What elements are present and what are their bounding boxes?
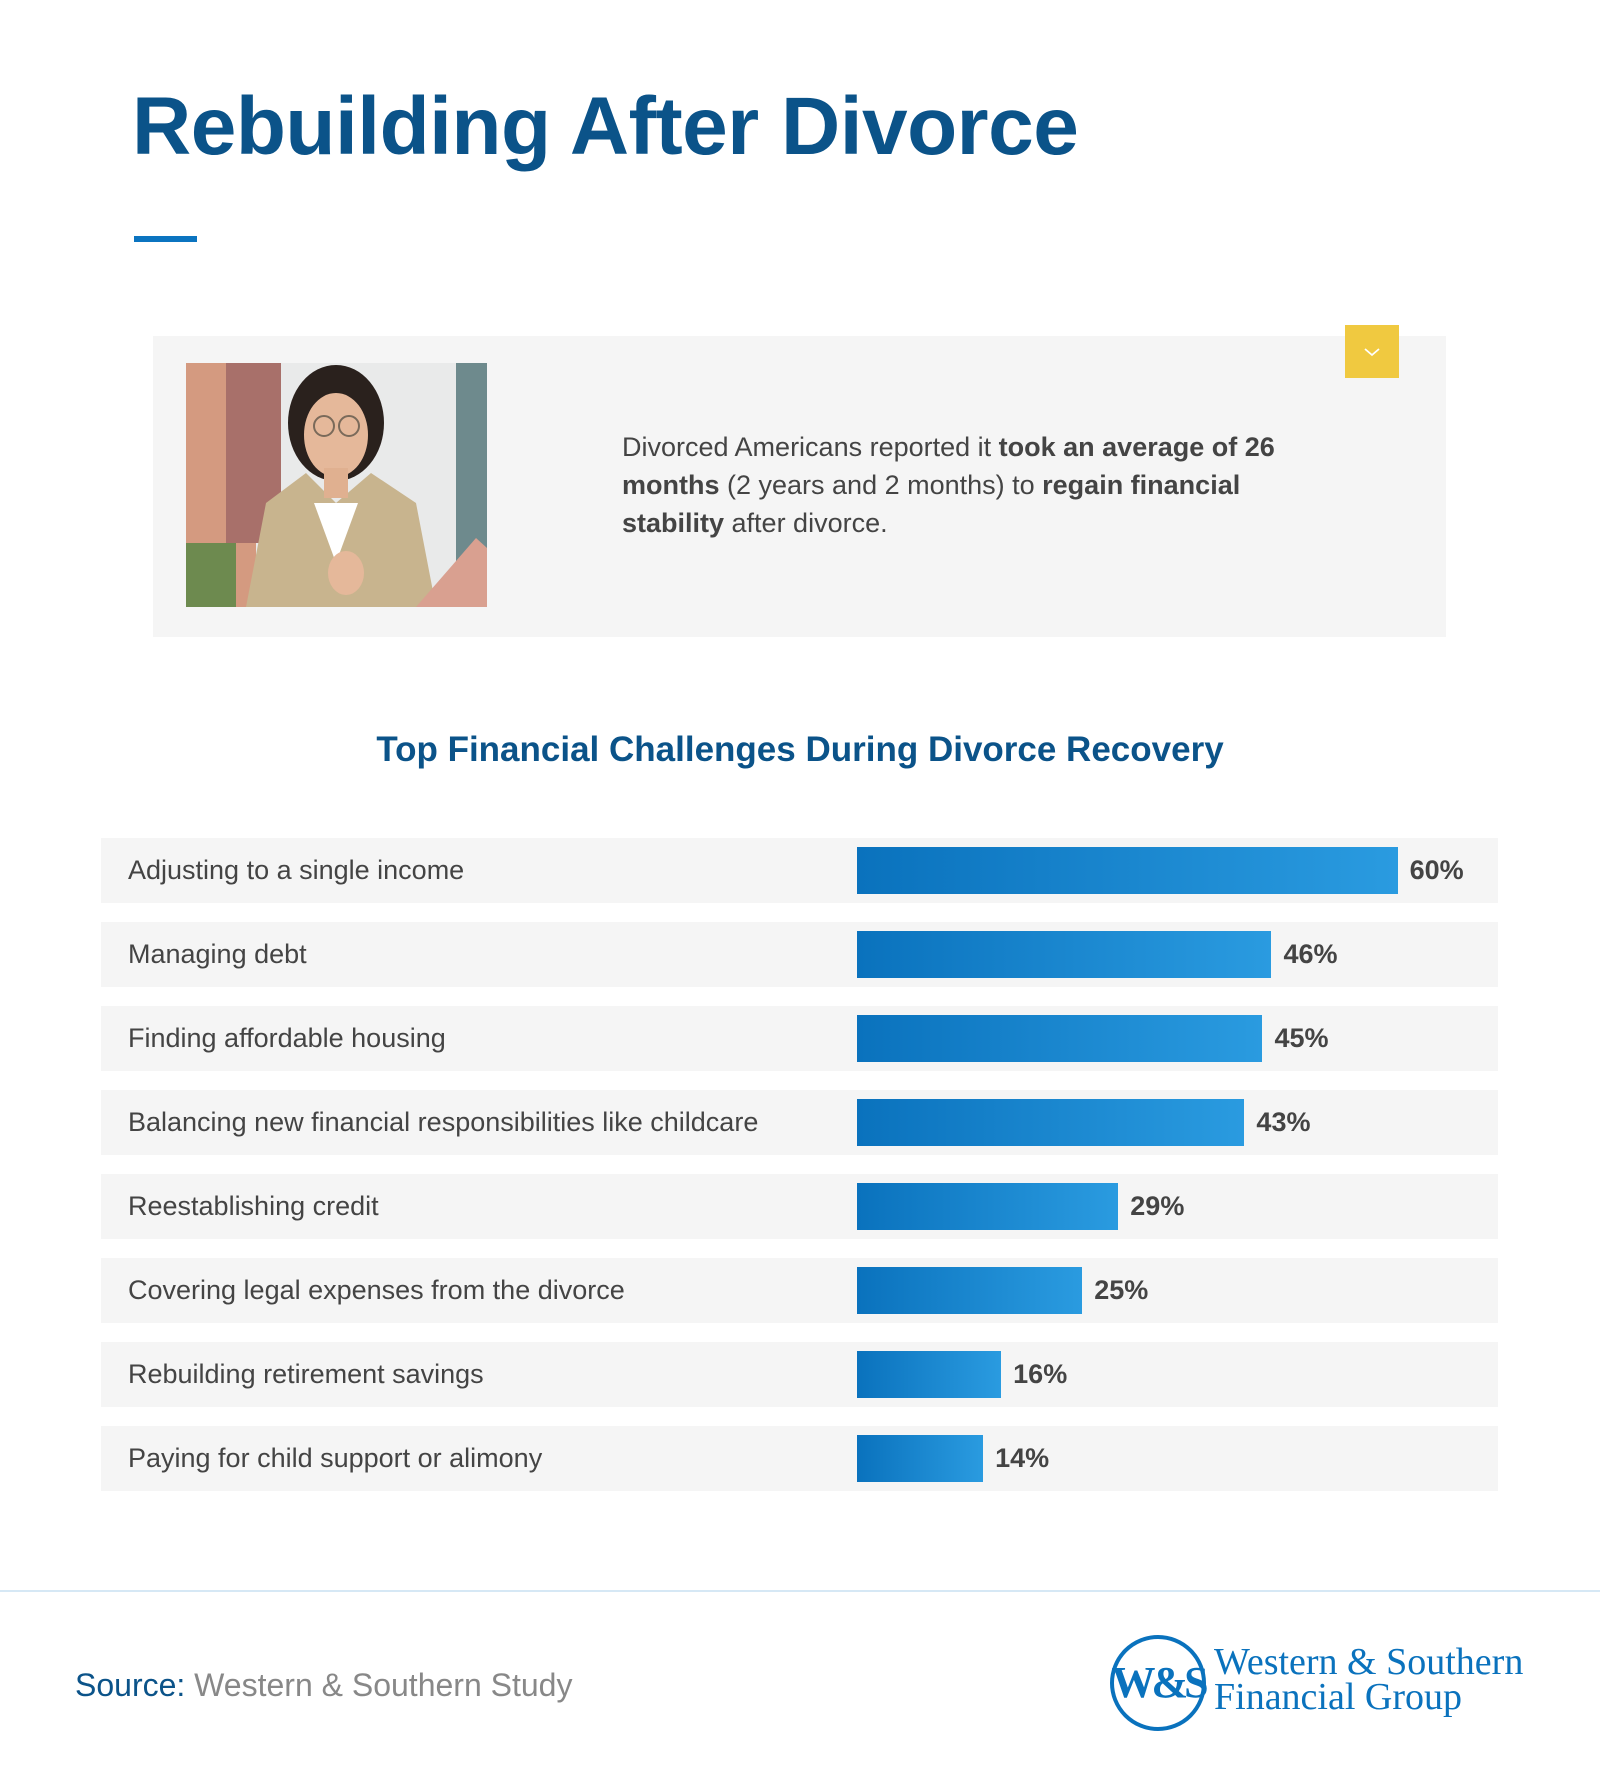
value-label: 60% [1409,855,1464,885]
chart-row: Rebuilding retirement savings 16% [101,1342,1498,1407]
chevron-down-icon [1364,347,1380,356]
category-label: Covering legal expenses from the divorce [128,1275,625,1305]
value-label: 25% [1094,1275,1149,1305]
logo-line-2: Financial Group [1214,1676,1463,1718]
chart-row: Balancing new financial responsibilities… [101,1090,1498,1155]
category-label: Balancing new financial responsibilities… [128,1107,759,1137]
category-label: Finding affordable housing [128,1023,446,1053]
expand-badge[interactable] [1345,325,1399,378]
value-label: 45% [1274,1023,1329,1053]
bar [857,1435,984,1482]
value-label: 46% [1283,939,1338,969]
bar [857,1099,1245,1146]
bar [857,931,1272,978]
title-underline [134,236,197,242]
bar [857,1015,1263,1062]
value-label: 14% [995,1443,1050,1473]
logo-line-1: Western & Southern [1214,1641,1524,1683]
text-emphasis: took an average of 26 months [622,432,1275,500]
bar [857,1267,1083,1314]
logo-wordmark: Western & Southern Financial Group [1214,1641,1524,1718]
chart-row: Reestablishing credit 29% [101,1174,1498,1239]
category-label: Reestablishing credit [128,1191,379,1221]
value-label: 43% [1256,1107,1311,1137]
chart-row: Covering legal expenses from the divorce… [101,1258,1498,1323]
svg-text:W&S: W&S [1111,1658,1207,1707]
page-title: Rebuilding After Divorce [132,81,1079,172]
category-label: Adjusting to a single income [128,855,465,885]
text-emphasis: regain financial stability [622,470,1241,538]
chart-row: Adjusting to a single income 60% [101,838,1498,903]
text-part: (2 years and 2 months) to [719,470,1043,500]
chart-row: Finding affordable housing 45% [101,1006,1498,1071]
source-key: Source: [75,1667,186,1703]
chart-row: Paying for child support or alimony 14% [101,1426,1498,1491]
company-logo: W&S [1108,1633,1211,1738]
bar [857,847,1398,894]
text-part: after divorce. [724,508,888,538]
source-value: Western & Southern Study [194,1667,573,1703]
category-label: Managing debt [128,939,307,969]
value-label: 29% [1130,1191,1185,1221]
chart-row: Managing debt 46% [101,922,1498,987]
category-label: Paying for child support or alimony [128,1443,543,1473]
value-label: 16% [1013,1359,1068,1389]
source-note: Source: Western & Southern Study [75,1667,572,1704]
category-label: Rebuilding retirement savings [128,1359,484,1389]
footer-divider [0,1590,1600,1592]
woman-photo [186,363,487,607]
text-part: Divorced Americans reported it [622,432,999,462]
bar [857,1351,1002,1398]
bar [857,1183,1119,1230]
chart-title: Top Financial Challenges During Divorce … [376,730,1224,769]
highlight-text: Divorced Americans reported it took an a… [622,428,1292,542]
